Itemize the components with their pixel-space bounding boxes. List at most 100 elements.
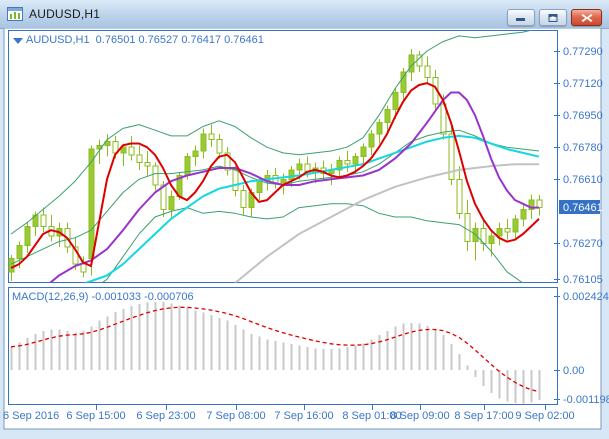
macd-histogram-bar <box>42 330 45 370</box>
macd-histogram-bar <box>474 370 477 378</box>
candle-body <box>192 150 199 158</box>
candle-body <box>136 154 143 163</box>
candle-body <box>392 92 399 110</box>
macd-axis-label: 0.00 <box>563 365 584 377</box>
macd-histogram-bar <box>34 333 37 370</box>
candle-body <box>464 212 471 243</box>
macd-histogram-bar <box>186 307 189 370</box>
candle-body <box>424 65 431 78</box>
minimize-button[interactable] <box>507 9 535 26</box>
macd-histogram-bar <box>346 346 349 370</box>
price-axis-label: 0.77120 <box>563 78 603 90</box>
macd-histogram-bar <box>218 317 221 370</box>
candle-body <box>296 163 303 171</box>
macd-histogram-bar <box>370 339 373 370</box>
time-axis-label: 7 Sep 16:00 <box>274 410 333 422</box>
macd-histogram-bar <box>410 322 413 370</box>
time-axis-label: 8 Sep 01:00 <box>342 410 401 422</box>
time-axis-label: 6 Sep 15:00 <box>66 410 125 422</box>
price-axis-label: 0.76270 <box>563 238 603 250</box>
candle-body <box>120 146 127 154</box>
current-price-label: 0.76461 <box>563 202 603 214</box>
chevron-down-icon[interactable] <box>13 38 23 44</box>
ma-red-line <box>10 82 540 269</box>
macd-histogram-bar <box>514 370 517 403</box>
macd-histogram-bar <box>450 343 453 370</box>
candle-body <box>456 178 463 214</box>
restore-button[interactable] <box>539 9 567 26</box>
macd-histogram-bar <box>234 325 237 370</box>
macd-histogram-bar <box>530 370 533 403</box>
macd-histogram-bar <box>402 323 405 370</box>
candle-body <box>232 169 239 192</box>
macd-histogram-bar <box>66 330 69 370</box>
time-axis-label: 9 Sep 02:00 <box>515 410 574 422</box>
macd-histogram-bar <box>362 343 365 370</box>
price-axis-label: 0.77290 <box>563 46 603 58</box>
macd-histogram-bar <box>50 329 53 370</box>
candles-layer <box>8 49 543 282</box>
macd-histogram-bar <box>458 354 461 370</box>
macd-histogram-bar <box>434 329 437 370</box>
band-upper-line <box>10 30 533 235</box>
candle-body <box>368 133 375 148</box>
candle-body <box>240 190 247 209</box>
time-axis[interactable]: 6 Sep 2016 6 Sep 15:00 6 Sep 23:00 7 Sep 08… <box>3 405 575 422</box>
price-axis-label: 0.76950 <box>563 110 603 122</box>
macd-histogram-bar <box>130 306 133 370</box>
macd-histogram-bar <box>178 305 181 370</box>
overlays-layer <box>10 30 540 283</box>
macd-histogram-bar <box>82 330 85 370</box>
macd-histogram-bar <box>498 370 501 399</box>
candle-body <box>152 165 159 186</box>
macd-histogram-bar <box>330 349 333 370</box>
macd-histogram-bar <box>426 325 429 370</box>
macd-histogram-bar <box>10 346 13 370</box>
candle-body <box>352 156 359 165</box>
close-button[interactable] <box>571 9 602 26</box>
macd-histogram-bar <box>154 301 157 370</box>
close-icon <box>581 13 592 22</box>
macd-histogram-bar <box>466 365 469 370</box>
macd-histogram-bar <box>98 320 101 370</box>
macd-histogram-bar <box>522 370 525 404</box>
macd-histogram-bar <box>298 345 301 370</box>
candle-body <box>40 214 47 227</box>
macd-histogram-bar <box>194 310 197 370</box>
candle-body <box>128 146 135 156</box>
macd-histogram-bar <box>146 302 149 370</box>
candle-body <box>512 218 519 233</box>
candle-body <box>16 244 23 260</box>
symbol-ohlc-info: AUDUSD,H1 0.76501 0.76527 0.76417 0.7646… <box>26 34 264 46</box>
candle-body <box>280 178 287 184</box>
chart-canvas[interactable]: 0.77290 0.77120 0.76950 0.76780 0.76610 0.762… <box>0 28 609 439</box>
macd-histogram-bar <box>506 370 509 402</box>
main-pane-border[interactable] <box>8 30 558 283</box>
macd-histogram-bar <box>306 346 309 370</box>
candle-body <box>160 184 167 210</box>
macd-histogram-bar <box>282 342 285 370</box>
candle-body <box>400 71 407 94</box>
macd-histogram-bar <box>322 348 325 370</box>
price-axis-label: 0.76105 <box>563 274 603 286</box>
minimize-icon <box>516 18 525 21</box>
macd-histogram-bar <box>442 335 445 370</box>
macd-histogram-bar <box>74 332 77 370</box>
candle-body <box>408 54 415 73</box>
window-titlebar[interactable]: AUDUSD,H1 <box>0 0 609 29</box>
candle-body <box>88 148 95 260</box>
macd-histogram-bar <box>170 303 173 370</box>
macd-histogram-bar <box>290 343 293 370</box>
macd-pane-border[interactable] <box>8 287 558 405</box>
candle-body <box>336 159 343 171</box>
macd-histogram-bar <box>482 370 485 386</box>
macd-histogram-bar <box>490 370 493 394</box>
macd-histogram-bar <box>210 314 213 370</box>
band-lower-line <box>101 203 524 283</box>
current-price-box <box>559 200 600 214</box>
macd-histogram-bar <box>226 320 229 370</box>
candle-body <box>520 208 527 220</box>
macd-histogram-bar <box>354 345 357 370</box>
price-axis[interactable]: 0.77290 0.77120 0.76950 0.76780 0.76610 0.762… <box>554 46 609 406</box>
candle-body <box>504 227 511 233</box>
